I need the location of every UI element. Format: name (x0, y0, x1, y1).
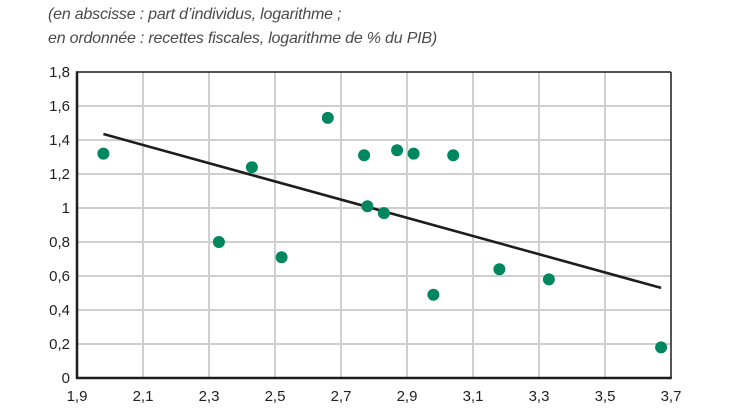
subtitle-line-2: en ordonnée : recettes fiscales, logarit… (48, 30, 438, 47)
y-tick-label: 1,8 (49, 64, 70, 81)
x-axis-tick-labels: 1,9 2,1 2,3 2,5 2,7 2,9 3,1 3,3 3,5 3,7 (67, 388, 682, 405)
x-tick-label: 3,3 (529, 388, 550, 405)
data-point-marker (361, 200, 374, 213)
data-point-marker (391, 144, 404, 157)
x-tick-label: 1,9 (67, 388, 88, 405)
y-tick-label: 1,4 (49, 132, 70, 149)
chart-subtitle: (en abscisse : part d’individus, logarit… (48, 3, 437, 51)
data-point-marker (427, 288, 440, 301)
x-tick-label: 2,7 (331, 388, 352, 405)
y-tick-label: 0,4 (49, 302, 70, 319)
data-point-marker (377, 207, 390, 220)
y-tick-label: 0,2 (49, 336, 70, 353)
data-point-marker (493, 263, 506, 276)
x-tick-label: 3,7 (661, 388, 682, 405)
data-point-marker (321, 111, 334, 124)
x-tick-label: 2,9 (397, 388, 418, 405)
y-tick-label: 1,2 (49, 166, 70, 183)
data-point-marker (542, 273, 555, 286)
y-tick-label: 0,6 (49, 268, 70, 285)
y-tick-label: 1,6 (49, 98, 70, 115)
data-point-marker (212, 236, 225, 248)
y-tick-label: 0,8 (49, 234, 70, 251)
data-point-marker (275, 251, 288, 264)
x-tick-label: 2,3 (199, 388, 220, 405)
y-tick-label: 1 (62, 200, 70, 217)
data-point-marker (407, 147, 420, 160)
data-point-marker (655, 341, 668, 354)
data-point-marker (447, 149, 460, 162)
plot-frame (75, 71, 672, 380)
y-tick-label: 0 (62, 370, 70, 387)
data-point-marker (358, 149, 371, 162)
grid-lines (77, 72, 671, 378)
x-tick-label: 3,1 (463, 388, 484, 405)
x-tick-label: 2,5 (265, 388, 286, 405)
y-axis-tick-labels: 0 0,2 0,4 0,6 0,8 1 1,2 1,4 1,6 1,8 (49, 64, 70, 387)
data-points (97, 111, 668, 354)
x-tick-label: 3,5 (595, 388, 616, 405)
subtitle-line-1: (en abscisse : part d’individus, logarit… (48, 6, 342, 23)
x-tick-label: 2,1 (133, 388, 154, 405)
data-point-marker (97, 147, 110, 160)
data-point-marker (245, 161, 258, 174)
